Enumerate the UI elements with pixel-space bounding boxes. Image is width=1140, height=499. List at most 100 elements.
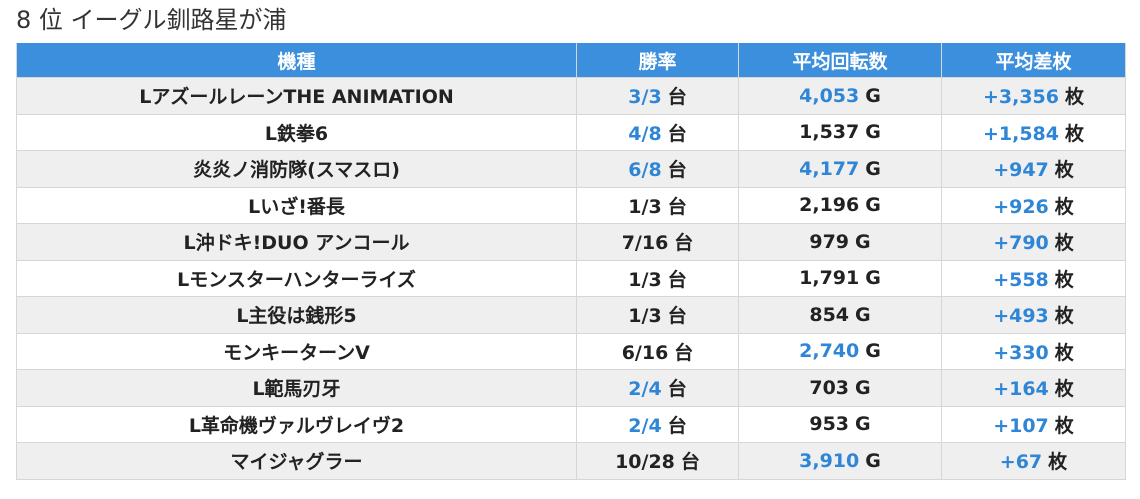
table-row: L沖ドキ!DUO アンコール 7/16 台 979 G +790 枚 (16, 223, 1126, 261)
ranking-table: 機種 勝率 平均回転数 平均差枚 LアズールレーンTHE ANIMATION 3/… (16, 43, 1126, 480)
win-rate-unit: 台 (667, 378, 687, 401)
column-header-win-rate: 勝率 (576, 43, 739, 78)
machine-name-cell: マイジャグラー (16, 442, 577, 480)
average-spins-unit: G (855, 413, 871, 436)
average-diff-value: +947 (993, 159, 1049, 182)
table-row: L革命機ヴァルヴレイヴ2 2/4 台 953 G +107 枚 (16, 405, 1126, 443)
win-rate-cell: 3/3 台 (576, 77, 739, 115)
win-rate-unit: 台 (667, 268, 687, 291)
machine-name-cell: モンキーターンV (16, 332, 577, 370)
average-spins-unit: G (865, 84, 881, 107)
average-spins-value: 703 (809, 376, 850, 399)
table-row: マイジャグラー 10/28 台 3,910 G +67 枚 (16, 442, 1126, 480)
win-rate-cell: 1/3 台 (576, 259, 739, 297)
average-spins-cell: 2,740 G (738, 332, 942, 370)
table-row: Lいざ!番長 1/3 台 2,196 G +926 枚 (16, 186, 1126, 224)
machine-name-cell: LアズールレーンTHE ANIMATION (16, 77, 577, 115)
table-header-row: 機種 勝率 平均回転数 平均差枚 (16, 43, 1126, 78)
machine-name-cell: L革命機ヴァルヴレイヴ2 (16, 405, 577, 443)
win-rate-value: 6/8 (628, 159, 662, 182)
average-spins-value: 953 (809, 413, 850, 436)
win-rate-unit: 台 (667, 414, 687, 437)
average-spins-value: 2,740 (799, 340, 860, 363)
win-rate-unit: 台 (667, 159, 687, 182)
win-rate-unit: 台 (667, 86, 687, 109)
win-rate-value: 1/3 (628, 195, 662, 218)
average-diff-value: +790 (993, 232, 1049, 255)
win-rate-cell: 1/3 台 (576, 296, 739, 334)
average-diff-value: +493 (993, 305, 1049, 328)
average-diff-unit: 枚 (1054, 305, 1074, 328)
average-spins-unit: G (865, 449, 881, 472)
win-rate-cell: 10/28 台 (576, 442, 739, 480)
average-diff-cell: +67 枚 (941, 442, 1126, 480)
column-header-machine: 機種 (16, 43, 577, 78)
average-diff-cell: +790 枚 (941, 223, 1126, 261)
average-diff-cell: +558 枚 (941, 259, 1126, 297)
column-header-average-spins: 平均回転数 (738, 43, 942, 78)
average-diff-unit: 枚 (1065, 122, 1085, 145)
average-diff-cell: +493 枚 (941, 296, 1126, 334)
column-header-average-diff: 平均差枚 (941, 43, 1126, 78)
average-diff-unit: 枚 (1054, 341, 1074, 364)
average-diff-unit: 枚 (1054, 268, 1074, 291)
average-spins-cell: 953 G (738, 405, 942, 443)
machine-name-cell: L沖ドキ!DUO アンコール (16, 223, 577, 261)
machine-name-cell: 炎炎ノ消防隊(スマスロ) (16, 150, 577, 188)
average-spins-unit: G (855, 376, 871, 399)
win-rate-cell: 6/16 台 (576, 332, 739, 370)
average-diff-value: +164 (993, 378, 1049, 401)
average-diff-value: +558 (993, 268, 1049, 291)
average-diff-value: +1,584 (982, 122, 1059, 145)
average-spins-value: 1,537 (799, 121, 860, 144)
average-diff-cell: +330 枚 (941, 332, 1126, 370)
win-rate-cell: 4/8 台 (576, 113, 739, 151)
average-spins-cell: 4,177 G (738, 150, 942, 188)
page-title: 8 位 イーグル釧路星が浦 (16, 6, 287, 34)
machine-name-cell: Lモンスターハンターライズ (16, 259, 577, 297)
average-diff-unit: 枚 (1054, 414, 1074, 437)
win-rate-unit: 台 (667, 195, 687, 218)
average-spins-cell: 979 G (738, 223, 942, 261)
average-spins-unit: G (865, 121, 881, 144)
average-diff-cell: +164 枚 (941, 369, 1126, 407)
win-rate-value: 10/28 (615, 451, 675, 474)
win-rate-cell: 2/4 台 (576, 369, 739, 407)
average-spins-unit: G (855, 303, 871, 326)
win-rate-unit: 台 (667, 122, 687, 145)
win-rate-value: 6/16 (621, 341, 669, 364)
average-diff-value: +926 (993, 195, 1049, 218)
average-diff-value: +67 (999, 451, 1043, 474)
average-spins-cell: 1,537 G (738, 113, 942, 151)
average-diff-unit: 枚 (1054, 195, 1074, 218)
win-rate-cell: 2/4 台 (576, 405, 739, 443)
table-row: LアズールレーンTHE ANIMATION 3/3 台 4,053 G +3,356 枚 (16, 77, 1126, 115)
average-diff-cell: +1,584 枚 (941, 113, 1126, 151)
win-rate-cell: 6/8 台 (576, 150, 739, 188)
average-spins-cell: 703 G (738, 369, 942, 407)
machine-name-cell: Lいざ!番長 (16, 186, 577, 224)
average-spins-unit: G (865, 194, 881, 217)
win-rate-unit: 台 (680, 451, 700, 474)
table-row: L範馬刃牙 2/4 台 703 G +164 枚 (16, 369, 1126, 407)
win-rate-value: 7/16 (621, 232, 669, 255)
average-spins-cell: 2,196 G (738, 186, 942, 224)
average-diff-cell: +3,356 枚 (941, 77, 1126, 115)
table-row: 炎炎ノ消防隊(スマスロ) 6/8 台 4,177 G +947 枚 (16, 150, 1126, 188)
average-spins-cell: 3,910 G (738, 442, 942, 480)
average-spins-value: 4,177 (799, 157, 860, 180)
average-diff-value: +3,356 (982, 86, 1059, 109)
average-diff-cell: +107 枚 (941, 405, 1126, 443)
win-rate-value: 4/8 (628, 122, 662, 145)
average-diff-cell: +947 枚 (941, 150, 1126, 188)
average-diff-unit: 枚 (1065, 86, 1085, 109)
win-rate-cell: 1/3 台 (576, 186, 739, 224)
machine-name-cell: L鉄拳6 (16, 113, 577, 151)
table-row: L鉄拳6 4/8 台 1,537 G +1,584 枚 (16, 113, 1126, 151)
average-spins-value: 2,196 (799, 194, 860, 217)
average-spins-unit: G (865, 340, 881, 363)
win-rate-unit: 台 (667, 305, 687, 328)
average-spins-value: 1,791 (799, 267, 860, 290)
average-diff-cell: +926 枚 (941, 186, 1126, 224)
average-spins-value: 3,910 (799, 449, 860, 472)
